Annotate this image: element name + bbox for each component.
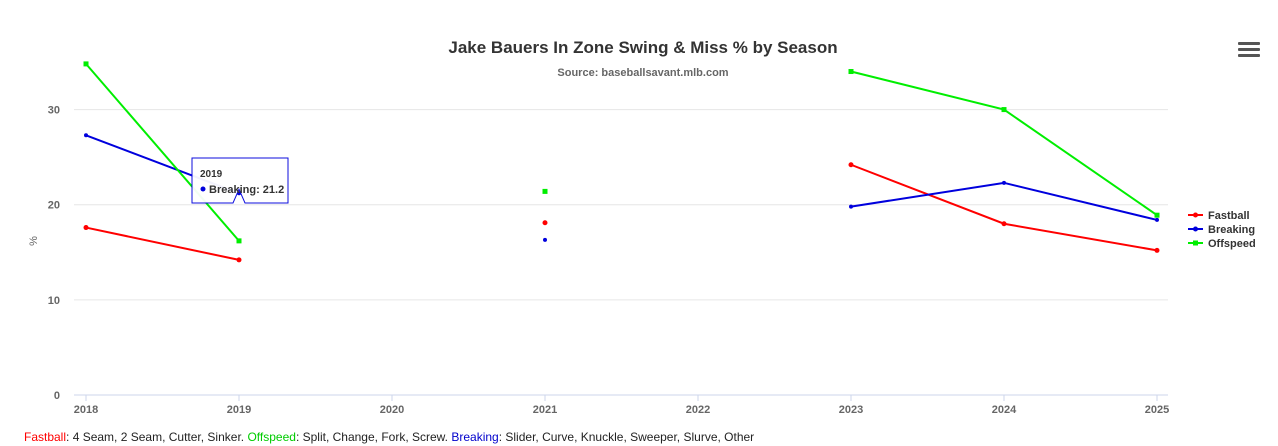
x-tick-label: 2020 xyxy=(380,404,404,416)
footer-offspeed-desc: : Split, Change, Fork, Screw. xyxy=(295,430,452,444)
legend-fastball-marker xyxy=(1193,212,1198,218)
fastball-point xyxy=(542,220,548,226)
legend-offspeed-marker xyxy=(1193,240,1198,246)
breaking-point xyxy=(849,204,853,209)
offspeed-point xyxy=(848,69,854,75)
footer-fastball-label: Fastball xyxy=(24,430,67,444)
x-tick-label: 2018 xyxy=(74,404,98,416)
breaking-point xyxy=(84,133,88,138)
offspeed-series-line xyxy=(850,70,1158,217)
tooltip-series-marker xyxy=(200,186,206,192)
legend-breaking-label: Breaking xyxy=(1208,224,1255,236)
chart-subtitle: Source: baseballsavant.mlb.com xyxy=(557,67,728,79)
y-tick-label: 20 xyxy=(48,200,60,212)
breaking-point xyxy=(1155,217,1159,222)
pitch-type-legend-footer: Fastball: 4 Seam, 2 Seam, Cutter, Sinker… xyxy=(24,430,754,444)
breaking-point xyxy=(543,237,547,242)
footer-breaking-label: Breaking xyxy=(451,430,499,444)
y-tick-label: 10 xyxy=(48,295,60,307)
x-tick-label: 2022 xyxy=(686,404,710,416)
legend-fastball-label: Fastball xyxy=(1208,210,1250,222)
offspeed-point xyxy=(236,238,242,244)
fastball-series-line xyxy=(850,163,1158,252)
tooltip-title: 2019 xyxy=(200,169,223,180)
x-tick-label: 2019 xyxy=(227,404,251,416)
offspeed-point xyxy=(1154,212,1160,218)
y-axis-label: % xyxy=(28,236,40,246)
x-tick-label: 2023 xyxy=(839,404,863,416)
hamburger-menu-icon[interactable] xyxy=(1238,42,1260,60)
chart-title: Jake Bauers In Zone Swing & Miss % by Se… xyxy=(448,38,837,57)
x-tick-label: 2021 xyxy=(533,404,557,416)
breaking-series-line xyxy=(850,181,1158,221)
x-tick-label: 2025 xyxy=(1145,404,1169,416)
y-tick-label: 30 xyxy=(48,105,60,117)
y-tick-label: 0 xyxy=(54,390,60,402)
footer-offspeed-label: Offspeed xyxy=(247,430,296,444)
tooltip-box xyxy=(191,157,289,204)
footer-fastball-desc: : 4 Seam, 2 Seam, Cutter, Sinker. xyxy=(66,430,248,444)
offspeed-point xyxy=(83,61,89,67)
legend-breaking-marker xyxy=(1193,226,1198,232)
fastball-series-line xyxy=(85,226,240,261)
offspeed-series-line xyxy=(85,63,240,242)
breaking-point xyxy=(1002,180,1006,185)
fastball-point xyxy=(848,162,854,168)
fastball-point xyxy=(1154,247,1160,253)
fastball-point xyxy=(1001,221,1007,227)
legend-offspeed-label: Offspeed xyxy=(1208,238,1256,250)
fastball-point xyxy=(83,225,89,231)
offspeed-point xyxy=(542,188,548,194)
offspeed-point xyxy=(1001,107,1007,113)
tooltip-value: Breaking: 21.2 xyxy=(209,184,284,196)
fastball-point xyxy=(236,257,242,263)
footer-breaking-desc: : Slider, Curve, Knuckle, Sweeper, Slurv… xyxy=(498,430,755,444)
x-tick-label: 2024 xyxy=(992,404,1017,416)
